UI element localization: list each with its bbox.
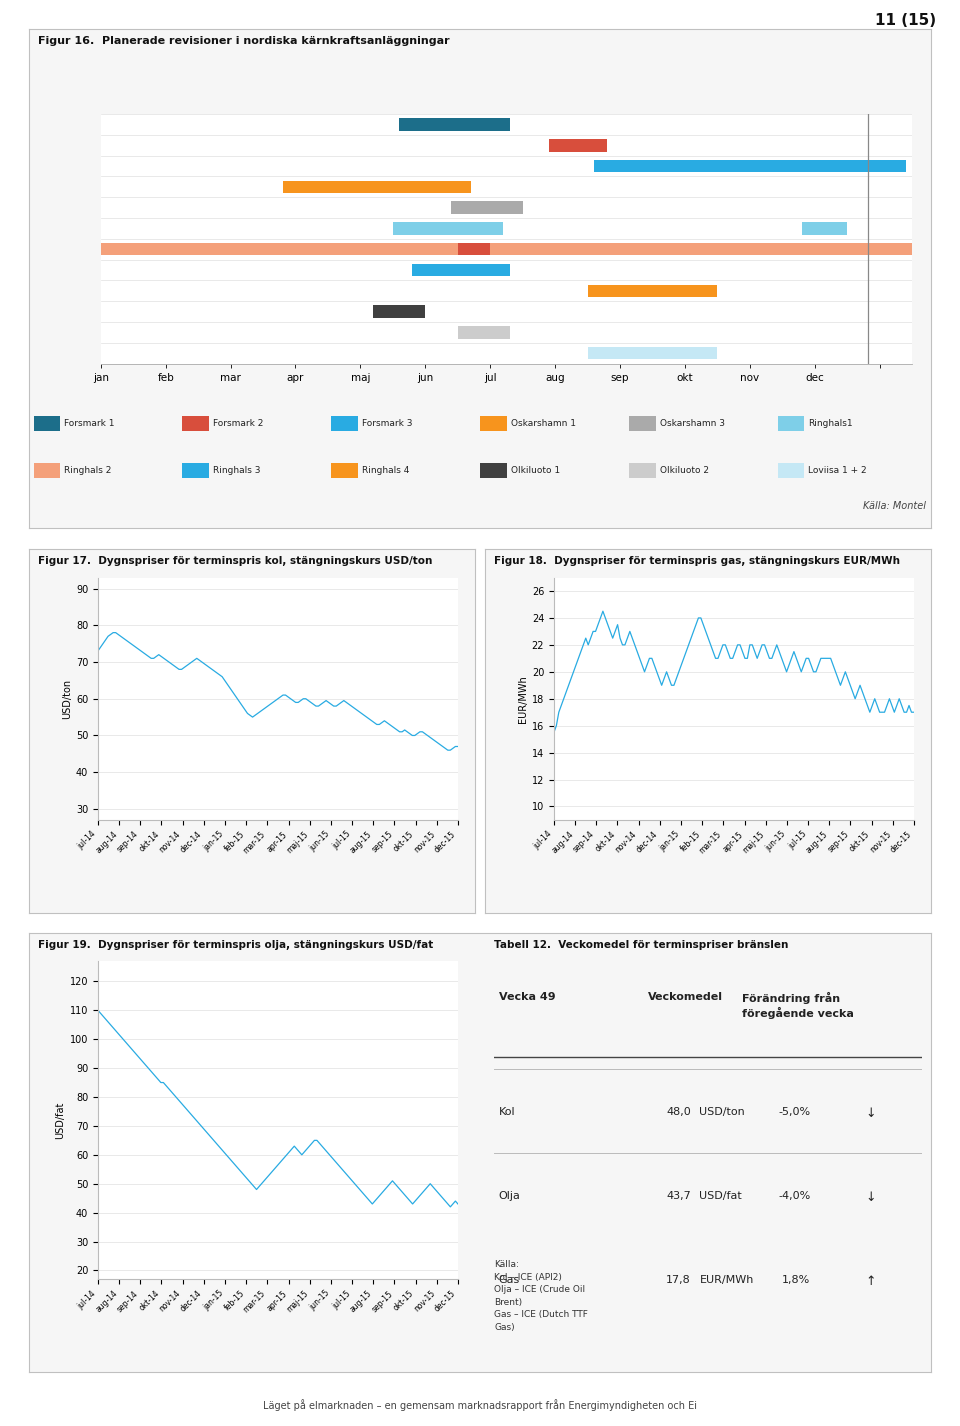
Text: Olja: Olja [498,1191,520,1201]
Text: Figur 16.  Planerade revisioner i nordiska kärnkraftsanläggningar: Figur 16. Planerade revisioner i nordisk… [38,36,450,46]
Y-axis label: USD/fat: USD/fat [56,1101,65,1139]
Text: Ringhals 4: Ringhals 4 [362,466,409,475]
Bar [594,160,905,173]
Text: Figur 17.  Dygnspriser för terminspris kol, stängningskurs USD/ton: Figur 17. Dygnspriser för terminspris ko… [38,556,433,566]
Bar [399,118,510,131]
Text: Gas: Gas [498,1275,520,1285]
Text: USD/fat: USD/fat [700,1191,742,1201]
Text: 48,0: 48,0 [666,1107,691,1117]
Bar [458,242,491,255]
Text: Ringhals 2: Ringhals 2 [64,466,111,475]
Text: EUR/MWh: EUR/MWh [700,1275,754,1285]
Bar [588,347,717,359]
Text: 11 (15): 11 (15) [875,13,936,29]
Text: Läget på elmarknaden – en gemensam marknadsrapport från Energimyndigheten och Ei: Läget på elmarknaden – en gemensam markn… [263,1399,697,1410]
Bar [282,181,470,193]
Text: USD/ton: USD/ton [700,1107,745,1117]
Text: Ringhals1: Ringhals1 [808,419,852,428]
Bar [373,305,425,318]
Text: 17,8: 17,8 [666,1275,691,1285]
Bar [101,242,912,255]
Text: Tabell 12.  Veckomedel för terminspriser bränslen: Tabell 12. Veckomedel för terminspriser … [494,940,789,950]
Text: Förändring från
föregående vecka: Förändring från föregående vecka [742,992,854,1020]
Bar [458,327,510,339]
Bar [802,222,847,235]
Text: Figur 18.  Dygnspriser för terminspris gas, stängningskurs EUR/MWh: Figur 18. Dygnspriser för terminspris ga… [494,556,900,566]
Text: Källa: Montel: Källa: Montel [863,501,926,511]
Text: Ringhals 3: Ringhals 3 [213,466,260,475]
Text: ↑: ↑ [865,1275,876,1288]
Text: Vecka 49: Vecka 49 [498,992,555,1002]
Text: 1,8%: 1,8% [782,1275,810,1285]
Text: Veckomedel: Veckomedel [648,992,723,1002]
Text: Forsmark 2: Forsmark 2 [213,419,263,428]
Text: Loviisa 1 + 2: Loviisa 1 + 2 [808,466,867,475]
Text: Figur 19.  Dygnspriser för terminspris olja, stängningskurs USD/fat: Figur 19. Dygnspriser för terminspris ol… [38,940,434,950]
Text: ↓: ↓ [865,1191,876,1204]
Text: -5,0%: -5,0% [779,1107,810,1117]
Bar [548,140,607,151]
Text: Olkiluoto 2: Olkiluoto 2 [660,466,708,475]
Bar [393,222,503,235]
Text: Oskarshamn 1: Oskarshamn 1 [511,419,576,428]
Bar [451,201,522,214]
Text: ↓: ↓ [865,1107,876,1119]
Text: Oskarshamn 3: Oskarshamn 3 [660,419,725,428]
Text: Källa:
Kol – ICE (API2)
Olja – ICE (Crude Oil
Brent)
Gas – ICE (Dutch TTF
Gas): Källa: Kol – ICE (API2) Olja – ICE (Crud… [494,1261,588,1332]
Y-axis label: USD/ton: USD/ton [61,679,72,719]
Text: -4,0%: -4,0% [779,1191,810,1201]
Text: Olkiluoto 1: Olkiluoto 1 [511,466,560,475]
Text: Forsmark 1: Forsmark 1 [64,419,115,428]
Text: 43,7: 43,7 [666,1191,691,1201]
Bar [588,285,717,297]
Text: Kol: Kol [498,1107,516,1117]
Text: Forsmark 3: Forsmark 3 [362,419,413,428]
Y-axis label: EUR/MWh: EUR/MWh [517,674,528,723]
Bar [412,264,510,277]
